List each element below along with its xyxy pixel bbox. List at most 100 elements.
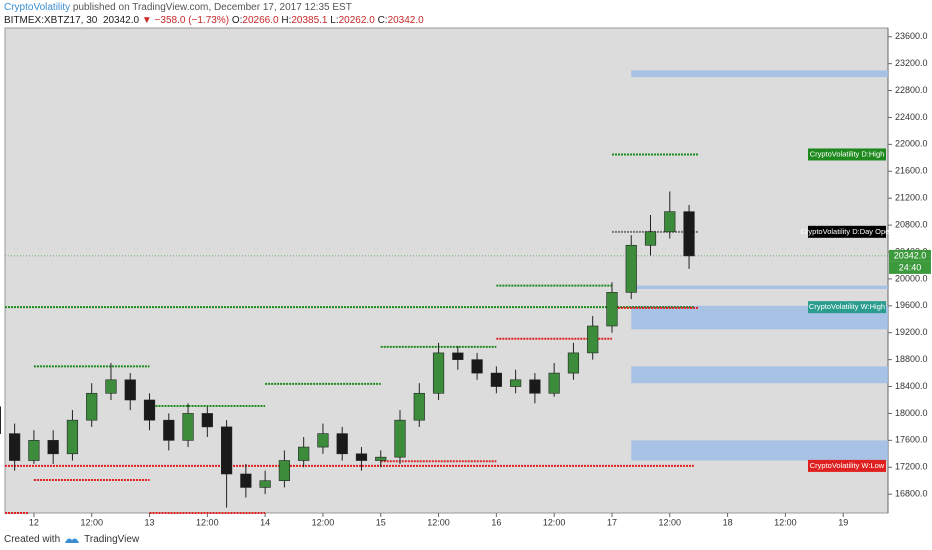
candle-body [490,372,502,387]
x-tick-label: 13 [145,517,155,527]
level-label: CryptoVolatility D:Day Open [801,227,894,236]
ohlc: O:20266.0 H:20385.1 L:20262.0 C:20342.0 [232,15,424,26]
candle-body [567,352,580,374]
candle-body [587,325,599,354]
y-tick-label: 22000.0 [895,139,928,149]
x-tick-label: 17 [607,517,617,527]
price: 20342.0 [102,15,140,26]
change: ▼ −358.0 (−1.73%) [141,15,230,26]
y-tick-label: 23200.0 [895,58,928,68]
published: published on TradingView.com, December 1… [72,2,352,13]
ohlc-value: 20342.0 [387,15,424,26]
candle-body [394,419,406,458]
y-tick-label: 18000.0 [895,408,928,418]
x-tick-label: 12:00 [659,517,682,527]
ohlc-value: 20262.0 [338,15,375,26]
candle-body [9,433,21,461]
candle-body [220,426,233,475]
x-tick-label: 16 [491,517,501,527]
candle-body [336,433,348,455]
candle-body [0,406,1,434]
zone [631,70,888,78]
candle-body [606,292,618,327]
candle-body [105,379,117,394]
y-tick-label: 18800.0 [895,354,928,364]
x-tick-label: 12:00 [196,517,219,527]
candle-body [47,440,59,455]
candle-body [413,392,425,421]
ohlc-label: H: [281,15,292,26]
candle-body [683,211,695,257]
level-label: CryptoVolatility D:High [810,149,885,158]
zone [631,440,888,461]
countdown: 24:40 [899,262,922,272]
candle-body [278,460,290,482]
candle-body [298,446,310,461]
y-tick-label: 19600.0 [895,300,928,310]
x-tick-label: 18 [723,517,733,527]
chart: 16800.0 17200.0 17600.0 18000.0 18400.0 18800… [0,27,931,527]
brand: TradingView [84,534,140,545]
candle-body [529,379,541,394]
y-tick-label: 17200.0 [895,462,928,472]
y-tick-label: 20800.0 [895,219,928,229]
candle-body [548,372,560,394]
created-with: Created with [4,534,61,545]
candle-body [28,440,40,461]
ohlc-label: C: [377,15,388,26]
y-tick-label: 17600.0 [895,435,928,445]
y-tick-label: 20000.0 [895,273,928,283]
y-tick-label: 16800.0 [895,489,928,499]
level-label-box [808,148,886,161]
level-label-box [808,225,886,238]
candle-body [240,473,252,488]
y-tick-label: 22800.0 [895,85,928,95]
y-tick-label: 21200.0 [895,193,928,203]
x-tick-label: 12:00 [312,517,335,527]
candle-body [432,352,445,394]
candle-body [625,244,637,293]
plot-area [4,27,889,514]
x-tick-label: 12:00 [774,517,797,527]
level-label-box [808,301,886,314]
ohlc-value: 20385.1 [291,15,328,26]
candle-body [124,379,136,401]
y-tick-label: 23600.0 [895,31,928,41]
y-tick-label: 19200.0 [895,327,928,337]
zone [631,366,888,384]
ohlc-label: O: [231,15,243,26]
candle-body [375,456,387,461]
header-line: CryptoVolatility published on TradingVie… [4,2,352,13]
author[interactable]: CryptoVolatility [4,2,71,13]
countdown-box [889,261,931,274]
candle-body [471,359,483,374]
candle-body [644,231,657,246]
symbol: BITMEX:XBTZ17, 30 [4,15,98,26]
candle-body [317,433,329,448]
candle-body [143,399,156,421]
x-tick-label: 12 [29,517,39,527]
candle-body [66,419,79,455]
last-price-label: 20342.0 [894,250,927,260]
x-tick-label: 19 [838,517,848,527]
candle-body [259,480,271,488]
last-price-box [889,249,931,262]
x-tick-label: 12:00 [427,517,450,527]
y-tick-label: 21600.0 [895,166,928,176]
ohlc-label: L: [330,15,339,26]
zone [631,285,888,289]
candle-body [182,413,194,441]
candle-body [201,413,213,428]
symbol-line: BITMEX:XBTZ17, 30 20342.0 ▼ −358.0 (−1.7… [4,15,424,26]
candle-body [452,352,464,360]
candle-body [355,453,368,461]
candle-body [664,211,676,233]
candle-body [510,379,522,387]
y-tick-label: 22400.0 [895,112,928,122]
x-tick-label: 12:00 [80,517,103,527]
x-tick-label: 14 [260,517,270,527]
ohlc-value: 20266.0 [242,15,279,26]
logo [65,538,80,543]
level-label: CryptoVolatility W:High [809,302,885,311]
